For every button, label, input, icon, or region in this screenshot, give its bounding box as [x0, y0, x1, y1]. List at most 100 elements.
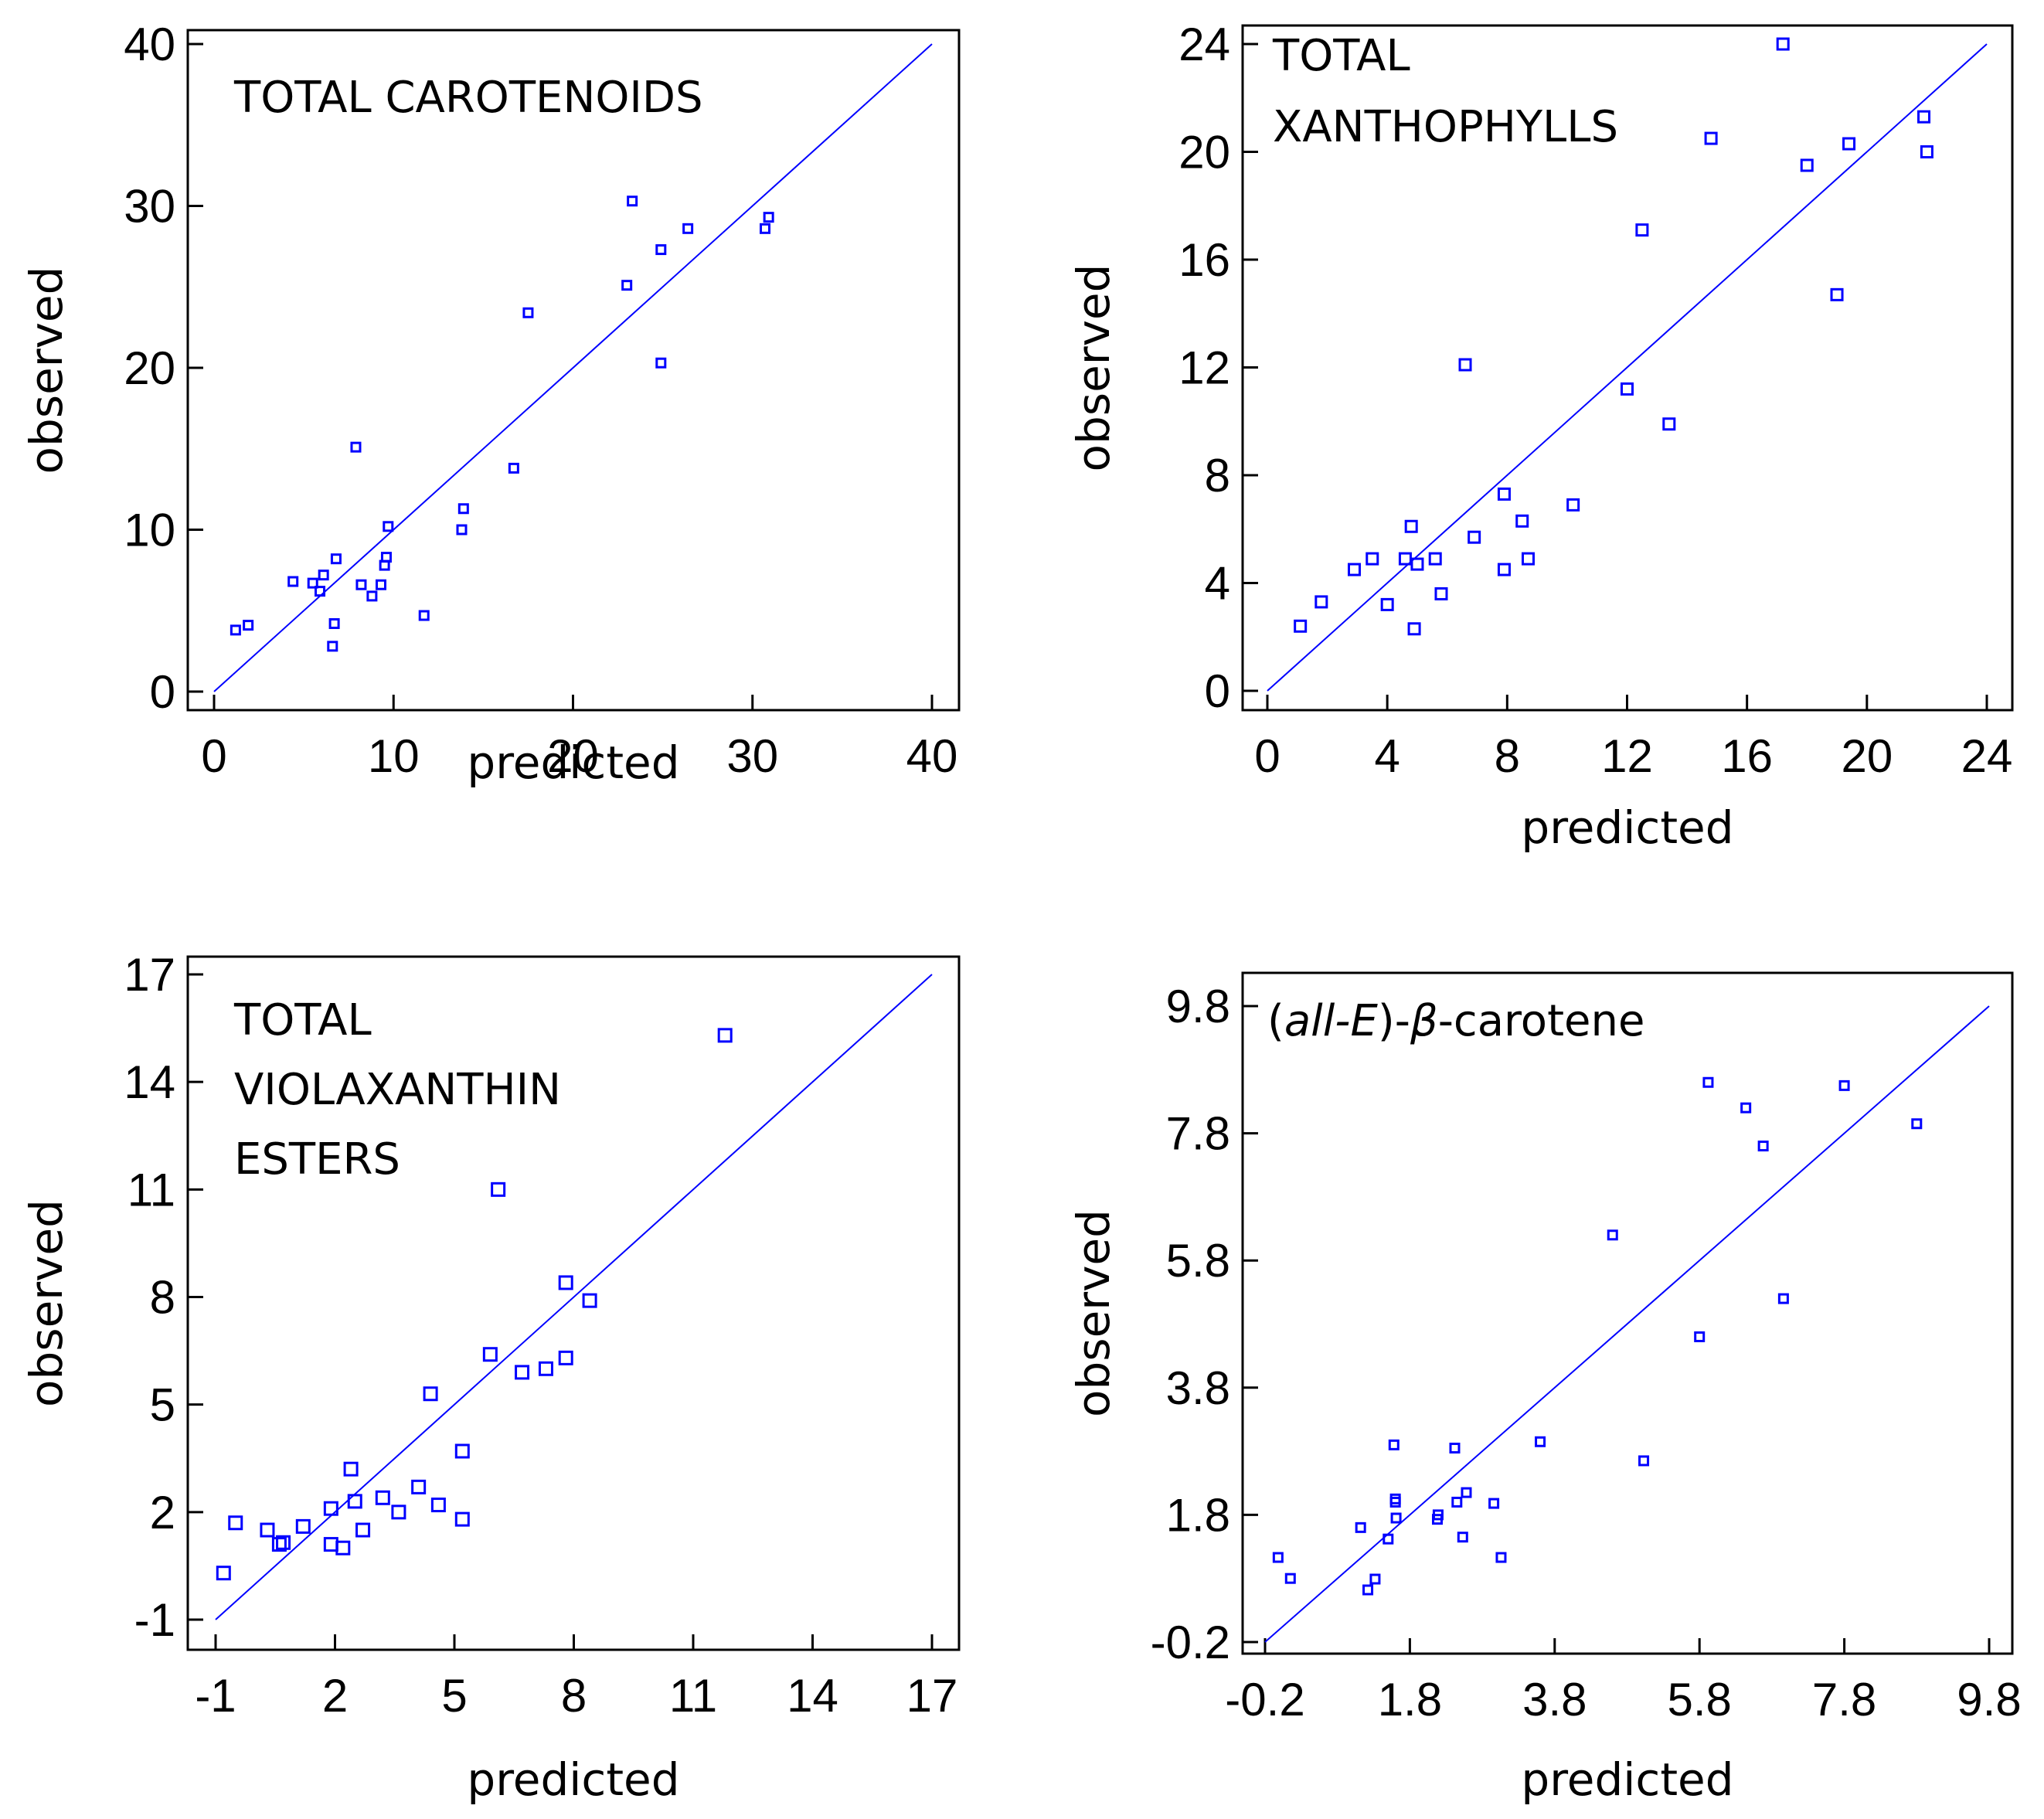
- data-point: [1777, 1293, 1789, 1304]
- data-point: [1458, 358, 1472, 372]
- data-point: [508, 462, 519, 474]
- data-point: [391, 1504, 406, 1520]
- plot-frame: [1241, 971, 2014, 1655]
- data-point: [1838, 1080, 1850, 1091]
- plot-frame: [186, 29, 961, 712]
- data-point: [328, 618, 340, 630]
- data-point: [1830, 287, 1844, 301]
- x-tick-label: 0: [201, 730, 226, 782]
- y-tick-label: -0.2: [1151, 1617, 1230, 1668]
- y-tick-label: 10: [124, 505, 175, 556]
- x-axis-title: predicted: [1521, 1753, 1733, 1806]
- panel-title-line: TOTAL: [233, 995, 372, 1046]
- data-point: [1920, 145, 1933, 158]
- y-tick-label: 4: [1205, 558, 1230, 610]
- data-point: [1347, 563, 1361, 576]
- data-point: [1776, 37, 1790, 51]
- data-point: [1410, 557, 1424, 571]
- x-tick-label: 17: [906, 1670, 958, 1722]
- plot-frame: [186, 955, 961, 1651]
- data-point: [1662, 417, 1676, 431]
- x-axis-title: predicted: [467, 736, 679, 789]
- data-point: [1702, 1076, 1714, 1088]
- data-point: [1842, 137, 1856, 151]
- data-point: [1621, 382, 1634, 396]
- data-point: [1362, 1584, 1374, 1596]
- y-tick-label: 12: [1178, 342, 1230, 394]
- x-tick-label: 16: [1721, 730, 1773, 782]
- y-tick-label: 0: [150, 666, 175, 718]
- x-tick-label: 5.8: [1667, 1674, 1731, 1726]
- data-point: [355, 1522, 371, 1538]
- y-tick-label: 8: [1205, 450, 1230, 502]
- data-point: [230, 624, 241, 636]
- data-point: [454, 1511, 470, 1527]
- data-point: [1607, 1229, 1618, 1241]
- data-point: [1366, 552, 1379, 566]
- data-point: [1449, 1442, 1461, 1454]
- data-point: [655, 244, 667, 256]
- data-point: [1740, 1102, 1752, 1114]
- data-point: [307, 577, 318, 589]
- data-point: [323, 1537, 338, 1552]
- data-point: [1294, 619, 1308, 633]
- y-tick-label: 8: [150, 1272, 175, 1324]
- x-tick-label: 12: [1601, 730, 1653, 782]
- x-tick-label: 9.8: [1957, 1674, 2021, 1726]
- y-tick-label: 16: [1178, 234, 1230, 286]
- data-point: [1497, 563, 1511, 576]
- data-point: [228, 1515, 243, 1531]
- data-point: [1495, 1552, 1507, 1563]
- y-tick-label: 9.8: [1166, 981, 1230, 1032]
- reference-line: [215, 974, 933, 1620]
- y-axis-title: observed: [20, 267, 73, 474]
- data-point: [375, 579, 386, 590]
- data-point: [763, 212, 774, 223]
- x-tick-label: 8: [1495, 730, 1520, 782]
- data-point: [335, 1540, 351, 1556]
- y-tick-label: 14: [124, 1056, 175, 1108]
- panel-title-line: ESTERS: [234, 1134, 400, 1185]
- data-point: [423, 1386, 438, 1402]
- reference-line: [1264, 1005, 1990, 1643]
- y-tick-label: 40: [124, 19, 175, 70]
- x-tick-label: 30: [726, 730, 778, 782]
- y-tick-label: 20: [1178, 127, 1230, 178]
- y-axis-title: observed: [1067, 1209, 1120, 1417]
- y-axis-title: observed: [1067, 264, 1120, 472]
- data-point: [1451, 1496, 1463, 1508]
- data-point: [1911, 1118, 1923, 1130]
- y-tick-label: 11: [128, 1164, 175, 1216]
- data-point: [1355, 1522, 1366, 1533]
- data-point: [1380, 597, 1394, 611]
- panel-title: (all-E)-β-carotene: [1267, 996, 1644, 1046]
- data-point: [717, 1028, 733, 1043]
- y-tick-label: 5.8: [1166, 1235, 1230, 1287]
- data-point: [491, 1182, 506, 1197]
- data-point: [1390, 1512, 1402, 1524]
- y-tick-label: 0: [1205, 665, 1230, 717]
- data-point: [347, 1494, 362, 1509]
- data-point: [1800, 158, 1814, 172]
- data-point: [1383, 1533, 1394, 1545]
- x-tick-label: 20: [1841, 730, 1893, 782]
- y-tick-label: 5: [150, 1379, 175, 1431]
- data-point: [1284, 1572, 1296, 1584]
- data-point: [1461, 1487, 1472, 1498]
- data-point: [1535, 1436, 1546, 1447]
- chart-panel-all-e-beta-carotene: -0.2 1.8 3.8 5.8 7.8 9.8 -0.2 1.8 3.8 5.8 7.8 9.8 pr…: [1067, 971, 2022, 1806]
- data-point: [582, 1293, 597, 1308]
- data-point: [1488, 1498, 1500, 1509]
- data-point: [1635, 223, 1649, 237]
- x-tick-label: 10: [368, 730, 420, 782]
- y-tick-label: 20: [124, 342, 175, 394]
- panel-title: TOTAL CAROTENOIDS: [233, 73, 703, 123]
- data-point: [457, 503, 469, 515]
- data-point: [366, 590, 378, 602]
- data-point: [260, 1522, 275, 1538]
- x-tick-label: 8: [561, 1670, 587, 1722]
- data-point: [760, 223, 771, 234]
- data-point: [1404, 519, 1418, 533]
- data-point: [538, 1361, 553, 1376]
